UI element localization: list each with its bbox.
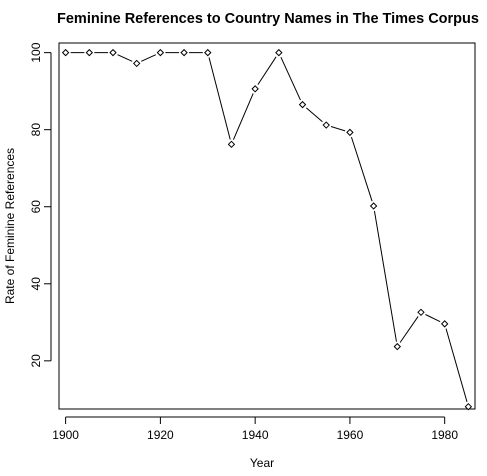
y-tick-label: 60 [29, 200, 43, 214]
data-point [393, 342, 402, 351]
chart-title: Feminine References to Country Names in … [57, 11, 479, 27]
y-axis-label: Rate of Feminine References [3, 148, 17, 304]
series-line-segment [373, 210, 397, 342]
data-point [109, 48, 117, 57]
x-axis: 1900 1920 1940 1960 1980 [52, 416, 458, 442]
x-axis-label: Year [250, 456, 274, 470]
data-point [85, 48, 94, 57]
x-tick-label: 1920 [147, 428, 174, 442]
series-line-segment [399, 316, 419, 343]
data-point [417, 308, 425, 317]
x-tick-label: 1980 [431, 428, 458, 442]
series-line-segment [257, 56, 277, 85]
series-line-segment [232, 93, 254, 140]
series-line-segment [445, 328, 468, 403]
data-point [132, 59, 141, 68]
data-point [298, 100, 307, 109]
x-tick-label: 1900 [52, 428, 79, 442]
data-point [464, 402, 473, 411]
y-axis: 20 40 60 80 100 [29, 42, 52, 368]
data-point [61, 48, 70, 57]
x-tick-label: 1940 [242, 428, 269, 442]
plot-frame [58, 42, 476, 410]
series-line-segment [141, 54, 157, 62]
series-layer [61, 48, 473, 411]
series-line-segment [208, 57, 231, 140]
series-line-segment [117, 54, 133, 62]
data-point [180, 48, 188, 57]
y-tick-label: 100 [29, 42, 43, 62]
series-line-segment [305, 107, 323, 123]
data-point [275, 48, 283, 57]
series-line-segment [350, 136, 373, 202]
data-point [322, 121, 330, 129]
y-tick-label: 80 [29, 123, 43, 137]
y-tick-label: 20 [29, 354, 43, 368]
data-point [369, 202, 378, 210]
series-line-segment [425, 314, 441, 323]
data-point [251, 85, 259, 93]
data-point [156, 48, 165, 57]
data-point [227, 140, 236, 149]
series-line-segment [280, 56, 301, 101]
y-tick-label: 40 [29, 277, 43, 291]
series-line-segment [330, 126, 346, 132]
data-point [440, 320, 449, 328]
data-point [346, 128, 354, 137]
data-point [204, 48, 212, 57]
x-tick-label: 1960 [337, 428, 364, 442]
